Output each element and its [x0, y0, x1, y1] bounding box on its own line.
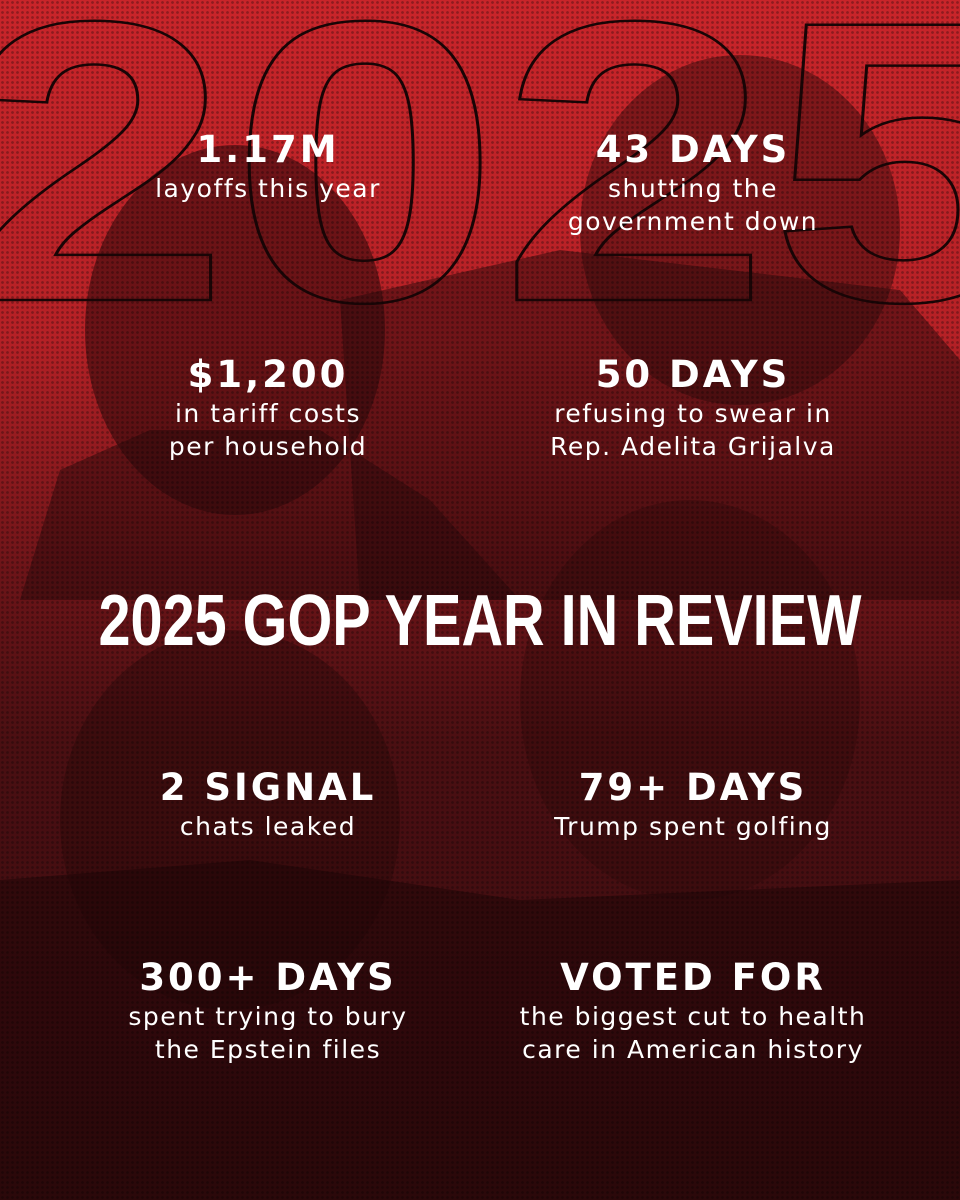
stat-tariff-value: $1,200: [187, 353, 349, 396]
stat-epstein-caption-line2: the Epstein files: [154, 1035, 382, 1064]
stat-shutdown-caption-line2: government down: [567, 207, 819, 236]
background-year-text: 2025: [0, 0, 960, 385]
stat-tariff-caption-line1: in tariff costs: [174, 399, 362, 428]
stat-layoffs-value: 1.17M: [196, 128, 340, 171]
stat-golfing-value: 79+ DAYS: [578, 766, 808, 809]
stat-health-care: VOTED FOR the biggest cut to health care…: [473, 956, 913, 1066]
stat-epstein-caption-line1: spent trying to bury: [128, 1002, 408, 1031]
stat-swear-in-caption-line1: refusing to swear in: [554, 399, 832, 428]
photo-figure-lower-right: [520, 500, 860, 900]
stat-health-care-caption-line2: care in American history: [522, 1035, 864, 1064]
stat-swear-in: 50 DAYS refusing to swear in Rep. Adelit…: [473, 353, 913, 463]
stat-layoffs-caption: layoffs this year: [155, 174, 381, 203]
stat-swear-in-value: 50 DAYS: [595, 353, 791, 396]
stat-tariff: $1,200 in tariff costs per household: [48, 353, 488, 463]
photo-figure-upper-right-body: [340, 250, 960, 600]
stat-shutdown-value: 43 DAYS: [595, 128, 791, 171]
stat-signal: 2 SIGNAL chats leaked: [48, 766, 488, 843]
stat-tariff-caption-line2: per household: [168, 432, 368, 461]
stat-layoffs: 1.17M layoffs this year: [48, 128, 488, 205]
stat-health-care-value: VOTED FOR: [560, 956, 826, 999]
stat-swear-in-caption-line2: Rep. Adelita Grijalva: [550, 432, 836, 461]
stat-golfing-caption: Trump spent golfing: [554, 812, 832, 841]
stat-golfing: 79+ DAYS Trump spent golfing: [473, 766, 913, 843]
stat-health-care-caption-line1: the biggest cut to health: [519, 1002, 867, 1031]
stat-signal-caption: chats leaked: [179, 812, 357, 841]
photo-figure-upper-left: [85, 145, 385, 515]
stat-epstein-value: 300+ DAYS: [139, 956, 397, 999]
stat-shutdown-caption-line1: shutting the: [608, 174, 778, 203]
headline: 2025 GOP YEAR IN REVIEW: [98, 581, 862, 661]
stat-signal-value: 2 SIGNAL: [159, 766, 377, 809]
stat-shutdown: 43 DAYS shutting the government down: [473, 128, 913, 238]
stat-epstein: 300+ DAYS spent trying to bury the Epste…: [48, 956, 488, 1066]
photo-lower-shadow: [0, 860, 960, 1200]
